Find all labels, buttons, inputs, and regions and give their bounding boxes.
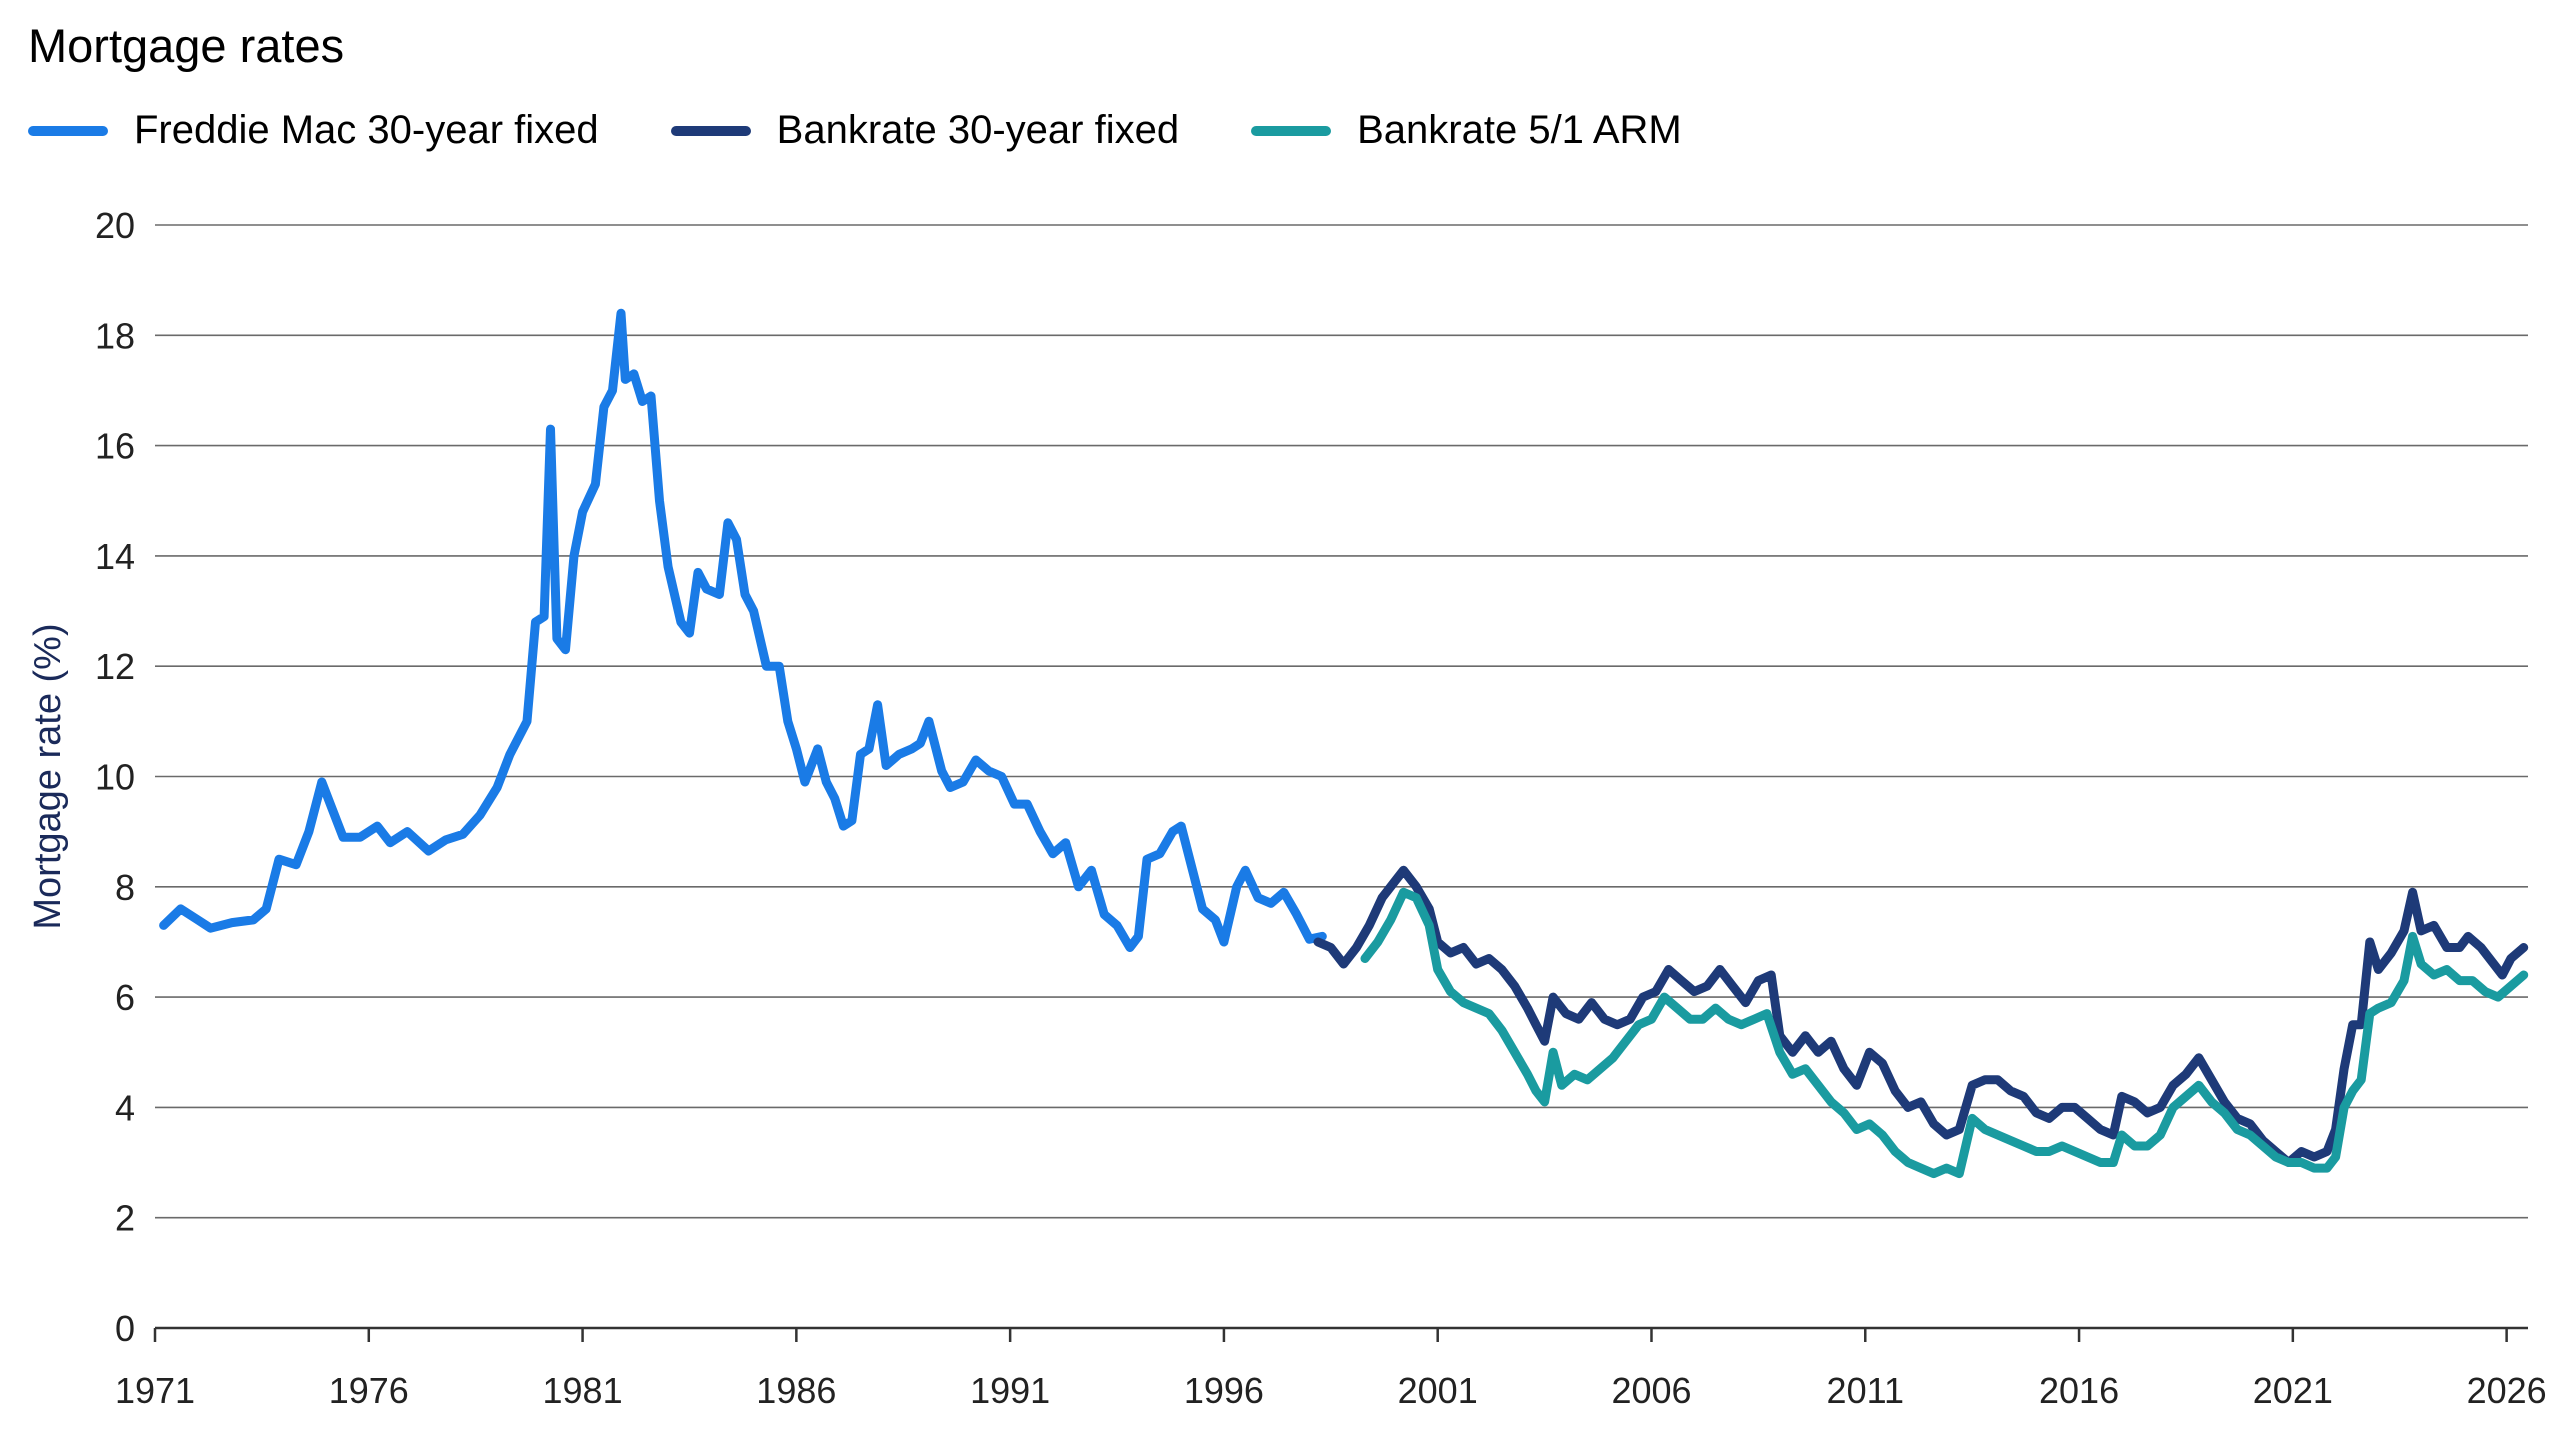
y-tick-label: 4: [115, 1087, 135, 1128]
x-tick-label: 2011: [1827, 1370, 1904, 1411]
chart-legend: Freddie Mac 30-year fixed Bankrate 30-ye…: [28, 108, 1754, 153]
x-tick-label: 1986: [756, 1370, 836, 1411]
gridlines: [155, 224, 2528, 1219]
x-tick-label: 1971: [115, 1370, 195, 1411]
legend-swatch-bankrate-30-year: [670, 125, 751, 136]
y-tick-label: 18: [95, 315, 135, 356]
axes: 0 2 4 6 8 10 12 14 16 18 20 1971 1976 1981 1986 1991 199…: [95, 205, 2547, 1411]
x-tick-label: 2006: [1611, 1370, 1691, 1411]
y-tick-label: 20: [95, 205, 135, 246]
legend-item-bankrate-arm: Bankrate 5/1 ARM: [1251, 108, 1682, 153]
legend-item-bankrate-30-year: Bankrate 30-year fixed: [670, 108, 1180, 153]
x-tick-label: 2001: [1398, 1370, 1478, 1411]
series-lines: [159, 308, 2529, 1179]
legend-label-bankrate-30-year: Bankrate 30-year fixed: [776, 108, 1180, 152]
series-line-2: [1360, 887, 2529, 1179]
legend-label-freddie-mac: Freddie Mac 30-year fixed: [134, 108, 599, 152]
chart-title: Mortgage rates: [28, 19, 345, 72]
y-axis-title: Mortgage rate (%): [27, 623, 69, 929]
x-tick-label: 1996: [1184, 1370, 1264, 1411]
y-tick-label: 6: [115, 977, 135, 1018]
y-tick-label: 12: [95, 646, 135, 687]
legend-item-freddie-mac: Freddie Mac 30-year fixed: [28, 108, 599, 153]
legend-swatch-freddie-mac: [28, 125, 108, 136]
x-tick-label: 1976: [329, 1370, 409, 1411]
y-tick-label: 2: [115, 1198, 135, 1239]
y-tick-label: 16: [95, 426, 135, 467]
y-tick-label: 0: [115, 1308, 135, 1349]
series-line-1: [1313, 865, 2529, 1167]
y-tick-label: 14: [95, 536, 135, 577]
x-tick-label: 2026: [2467, 1370, 2547, 1411]
legend-swatch-bankrate-arm: [1251, 125, 1332, 136]
y-tick-label: 8: [115, 867, 135, 908]
y-tick-label: 10: [95, 757, 135, 798]
x-tick-label: 2021: [2253, 1370, 2333, 1411]
x-tick-label: 1991: [970, 1370, 1050, 1411]
x-tick-label: 2016: [2039, 1370, 2119, 1411]
series-line-0: [159, 308, 1327, 952]
legend-label-bankrate-arm: Bankrate 5/1 ARM: [1357, 108, 1682, 152]
x-tick-label: 1981: [543, 1370, 623, 1411]
